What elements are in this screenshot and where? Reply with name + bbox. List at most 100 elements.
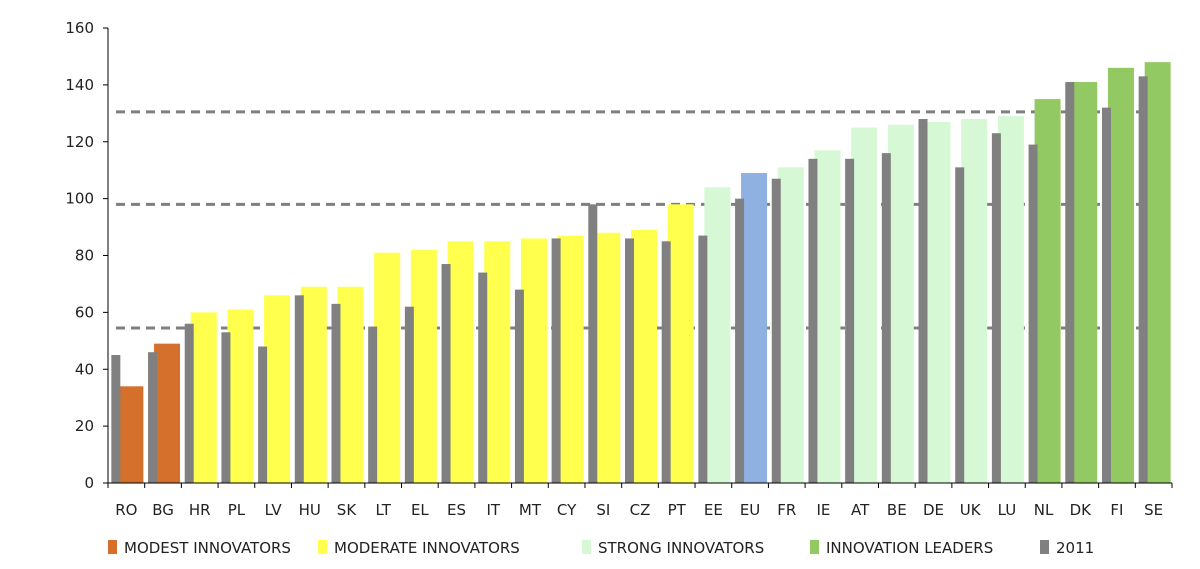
- bar-lt: [374, 252, 401, 483]
- legend-item-4: INNOVATION LEADERS: [810, 539, 993, 557]
- bar-2011-si: [588, 204, 598, 483]
- x-tick-label-it: IT: [486, 501, 500, 519]
- y-tick-labels: 0 20 40 60 80 100 120 140 160: [65, 19, 94, 492]
- bar-se: [1144, 62, 1171, 483]
- y-tick-label-120: 120: [65, 133, 94, 151]
- bar-hr: [190, 312, 217, 483]
- x-tick-labels: RO BG HR PL LV HU SK LT EL ES IT MT CY SI CZ PT EE EU FR IE…: [115, 501, 1163, 519]
- y-tick-label-160: 160: [65, 19, 94, 37]
- bar-lv: [264, 295, 291, 483]
- x-tick-label-eu: EU: [740, 501, 760, 519]
- legend-swatch: [810, 540, 819, 554]
- axes: [103, 27, 1173, 488]
- bar-mt: [520, 238, 547, 483]
- bar-at: [851, 127, 878, 483]
- bar-2011-cy: [551, 238, 561, 483]
- bar-pt: [667, 204, 694, 483]
- x-tick-label-ee: EE: [704, 501, 723, 519]
- bar-2011-ee: [698, 235, 708, 483]
- legend-label: STRONG INNOVATORS: [598, 539, 764, 557]
- bar-2011-dk: [1065, 82, 1075, 483]
- x-tick-label-si: SI: [596, 501, 610, 519]
- y-tick-label-60: 60: [75, 303, 94, 321]
- bar-2011-uk: [955, 167, 965, 483]
- x-tick-label-dk: DK: [1070, 501, 1093, 519]
- bar-ro: [117, 386, 144, 483]
- x-tick-label-sk: SK: [337, 501, 358, 519]
- bar-hu: [300, 286, 327, 483]
- bar-pl: [227, 309, 254, 483]
- x-tick-label-hr: HR: [189, 501, 211, 519]
- bar-nl: [1034, 99, 1061, 483]
- legend-item-3: STRONG INNOVATORS: [582, 539, 764, 557]
- bar-2011-sk: [331, 303, 341, 483]
- legend-label: INNOVATION LEADERS: [826, 539, 993, 557]
- bar-eu: [741, 173, 768, 483]
- x-tick-label-cz: CZ: [630, 501, 651, 519]
- x-tick-label-se: SE: [1144, 501, 1163, 519]
- bar-cz: [631, 229, 657, 483]
- legend-swatch: [318, 540, 327, 554]
- bar-2011-ie: [808, 158, 818, 483]
- legend-label: MODERATE INNOVATORS: [334, 539, 520, 557]
- bar-2011-lv: [258, 346, 268, 483]
- x-tick-label-pt: PT: [668, 501, 687, 519]
- x-tick-label-fi: FI: [1110, 501, 1123, 519]
- y-tick-label-140: 140: [65, 76, 94, 94]
- bar-2011-se: [1138, 76, 1148, 483]
- bar-2011-lu: [991, 133, 1001, 483]
- bar-2011-es: [441, 264, 451, 483]
- x-tick-label-es: ES: [447, 501, 466, 519]
- x-tick-label-lt: LT: [375, 501, 391, 519]
- x-tick-label-nl: NL: [1034, 501, 1054, 519]
- bar-it: [484, 241, 511, 483]
- x-tick-label-el: EL: [411, 501, 429, 519]
- x-tick-label-ie: IE: [816, 501, 830, 519]
- legend-item-5: 2011: [1040, 539, 1094, 557]
- bar-fi: [1107, 67, 1134, 483]
- bar-sk: [337, 286, 364, 483]
- bar-cy: [557, 235, 584, 483]
- bar-2011-ro: [111, 355, 121, 483]
- y-tick-label-20: 20: [75, 417, 94, 435]
- bar-2011-bg: [148, 352, 158, 483]
- legend-label: MODEST INNOVATORS: [124, 539, 291, 557]
- x-tick-label-at: AT: [851, 501, 870, 519]
- legend-swatch: [582, 540, 591, 554]
- bar-2011-hr: [184, 323, 194, 483]
- x-tick-label-ro: RO: [115, 501, 137, 519]
- bar-2011-eu: [735, 198, 745, 483]
- legend-swatch: [108, 540, 117, 554]
- x-tick-label-fr: FR: [777, 501, 796, 519]
- x-tick-label-be: BE: [887, 501, 907, 519]
- bar-es: [447, 241, 474, 483]
- bar-2011-hu: [294, 295, 304, 483]
- y-tick-label-0: 0: [84, 474, 94, 492]
- bar-el: [410, 249, 437, 483]
- bar-2011-be: [881, 153, 891, 483]
- bar-2011-at: [845, 158, 855, 483]
- bar-de: [924, 121, 951, 483]
- x-tick-label-pl: PL: [228, 501, 246, 519]
- y-tick-label-100: 100: [65, 190, 94, 208]
- bar-lu: [997, 116, 1024, 483]
- x-tick-label-de: DE: [923, 501, 944, 519]
- bar-2011-lt: [368, 326, 378, 483]
- x-tick-label-lv: LV: [265, 501, 283, 519]
- bar-bg: [154, 343, 181, 483]
- x-tick-label-lu: LU: [998, 501, 1017, 519]
- x-tick-label-hu: HU: [299, 501, 321, 519]
- bar-ee: [704, 187, 731, 483]
- bar-uk: [961, 119, 988, 483]
- bar-2011-pt: [661, 241, 671, 483]
- bar-2011-mt: [514, 289, 524, 483]
- legend-swatch: [1040, 540, 1049, 554]
- bar-si: [594, 232, 621, 483]
- x-tick-label-bg: BG: [152, 501, 174, 519]
- legend-item-1: MODEST INNOVATORS: [108, 539, 291, 557]
- bar-2011-fi: [1101, 107, 1111, 483]
- legend-label: 2011: [1056, 539, 1094, 557]
- bar-2011-fr: [771, 178, 781, 483]
- bar-2011-cz: [625, 238, 634, 483]
